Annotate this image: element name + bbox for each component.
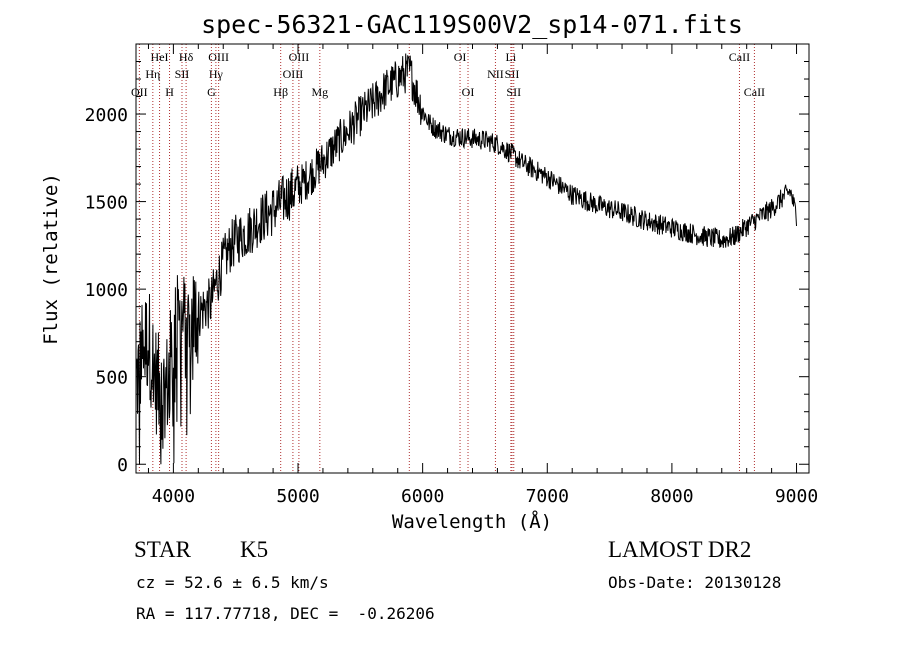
x-tick-label-3: 7000	[526, 486, 569, 507]
spectrum-layer	[135, 53, 797, 465]
y-axis-label: Flux (relative)	[40, 173, 62, 345]
line-label-6: OIII	[208, 50, 229, 64]
object-subclass: K5	[240, 537, 269, 562]
line-label-4: Hδ	[179, 50, 194, 64]
coordinates: RA = 117.77718, DEC = -0.26206	[136, 604, 435, 623]
x-tick-label-4: 8000	[650, 486, 693, 507]
plot-frame	[135, 43, 810, 474]
line-label-10: OIII	[289, 50, 310, 64]
y-tick-label-2: 1000	[85, 280, 128, 301]
observation-date: Obs-Date: 20130128	[608, 573, 782, 592]
line-label-21: CaII	[744, 85, 765, 99]
line-label-11: OIII	[283, 67, 304, 81]
y-tick-label-4: 2000	[85, 105, 128, 126]
chart-title: spec-56321-GAC119S00V2_sp14-071.fits	[201, 10, 743, 39]
y-axis: 0 500 1000 1500 2000	[85, 61, 809, 476]
line-label-2: Hη	[145, 67, 160, 81]
line-label-15: OI	[462, 85, 475, 99]
line-label-8: G	[207, 85, 216, 99]
x-tick-label-5: 9000	[775, 486, 818, 507]
x-tick-label-1: 5000	[276, 486, 319, 507]
x-tick-label-0: 4000	[152, 486, 195, 507]
line-label-18: SII	[505, 67, 520, 81]
line-label-19: SII	[506, 85, 521, 99]
y-tick-label-1: 500	[95, 368, 128, 389]
object-class: STAR	[134, 537, 191, 562]
y-tick-label-0: 0	[117, 455, 128, 476]
redshift-info: cz = 52.6 ± 6.5 km/s	[136, 573, 329, 592]
line-label-0: OII	[131, 85, 148, 99]
line-label-7: Hγ	[209, 67, 224, 81]
y-tick-label-3: 1500	[85, 193, 128, 214]
line-label-17: NII	[487, 67, 504, 81]
survey-name: LAMOST DR2	[608, 537, 752, 562]
line-label-14: OI	[454, 50, 467, 64]
line-label-20: CaII	[729, 50, 750, 64]
line-label-9: Hβ	[273, 85, 288, 99]
line-label-3: H	[165, 85, 174, 99]
line-label-1: HeI	[151, 50, 169, 64]
line-label-5: SII	[175, 67, 190, 81]
x-tick-label-2: 6000	[401, 486, 444, 507]
spectrum-line	[135, 53, 797, 465]
line-label-12: Mg	[311, 85, 328, 99]
x-axis-label: Wavelength (Å)	[392, 510, 552, 533]
line-label-16: Li	[506, 50, 517, 64]
x-axis: 4000 5000 6000 7000 8000 9000	[147, 44, 818, 507]
